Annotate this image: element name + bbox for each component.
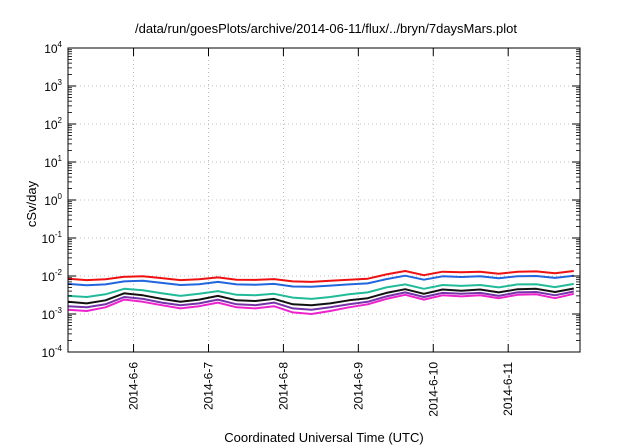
chart-title: /data/run/goesPlots/archive/2014-06-11/f… [135, 21, 517, 36]
x-tick-label: 2014-6-8 [276, 362, 290, 410]
series-line-2 [67, 274, 574, 288]
series-line-6 [67, 292, 575, 315]
x-tick-label: 2014-6-6 [127, 362, 141, 410]
x-tick-label: 2014-6-11 [501, 362, 515, 416]
x-tick-label: 2014-6-7 [201, 362, 215, 410]
y-tick-label: 101 [44, 154, 62, 170]
y-axis-label: cSv/day [24, 180, 39, 227]
y-tick-label: 10-4 [42, 344, 63, 360]
y-tick-label: 10-3 [42, 306, 63, 322]
series-layer [67, 270, 575, 315]
x-tick-label: 2014-6-10 [426, 362, 440, 417]
y-tick-label: 100 [44, 192, 62, 208]
y-tick-label: 10-2 [42, 268, 63, 284]
series-line-4 [67, 287, 574, 307]
x-axis-label: Coordinated Universal Time (UTC) [224, 430, 423, 445]
y-tick-label: 104 [44, 40, 62, 56]
series-line-3 [67, 282, 574, 300]
series-line-5 [67, 290, 574, 311]
ticks: 10-4 10-3 10-2 10-1 100 101 102 103 104 2014-6-6 2… [42, 40, 580, 417]
y-tick-label: 102 [44, 116, 62, 132]
x-tick-label: 2014-6-9 [351, 362, 365, 410]
y-tick-label: 103 [44, 78, 62, 94]
series-line-1 [67, 270, 574, 283]
grid [68, 48, 580, 352]
y-tick-label: 10-1 [42, 230, 63, 246]
